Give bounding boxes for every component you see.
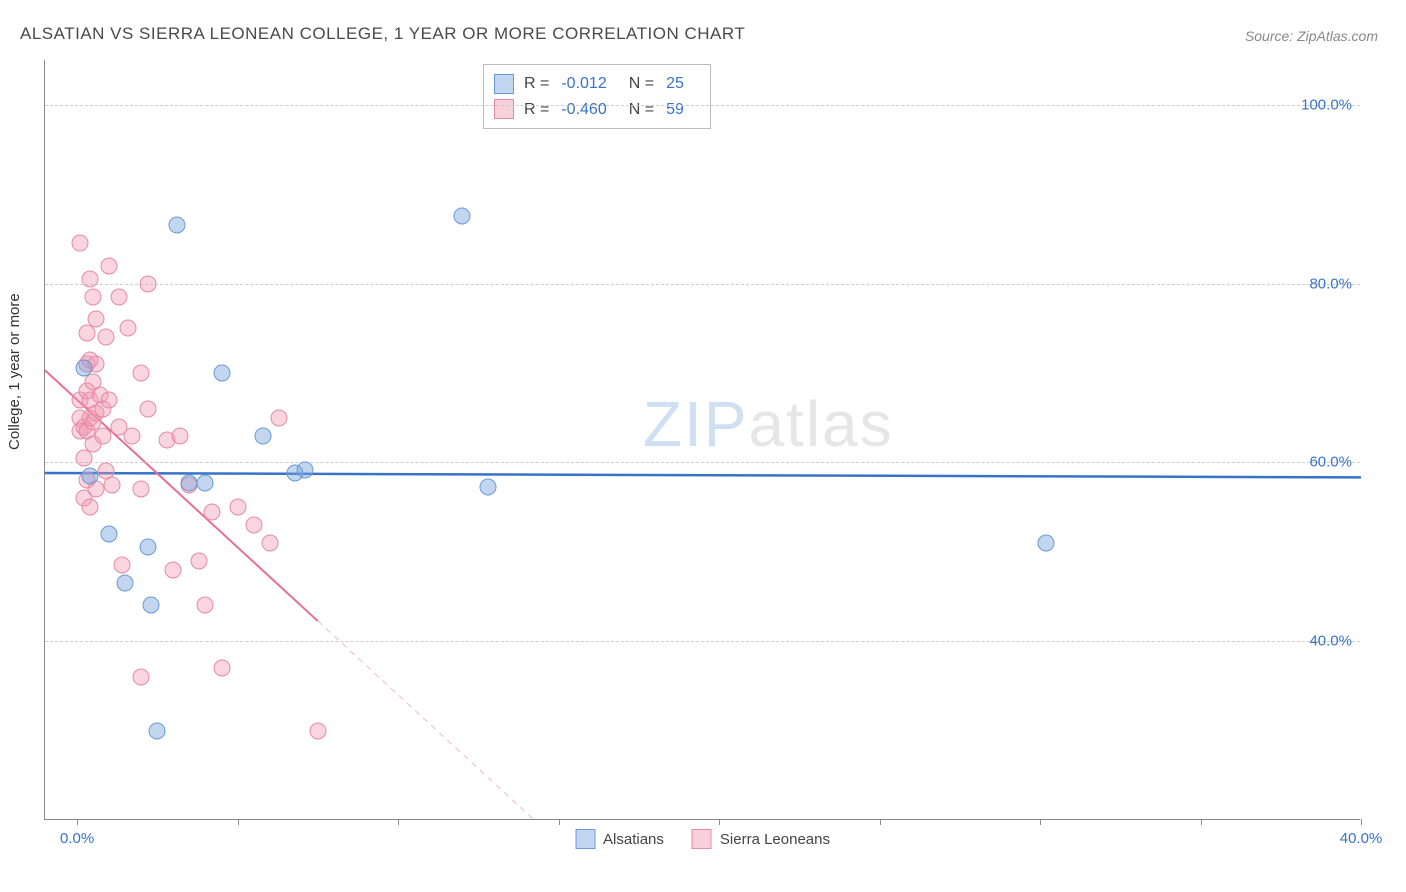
- data-point: [139, 539, 156, 556]
- data-point: [213, 660, 230, 677]
- source-link[interactable]: ZipAtlas.com: [1297, 28, 1378, 44]
- data-point: [296, 461, 313, 478]
- gridline-h: [45, 105, 1360, 106]
- data-point: [72, 235, 89, 252]
- data-point: [454, 208, 471, 225]
- y-tick-label: 60.0%: [1309, 454, 1352, 471]
- gridline-h: [45, 641, 1360, 642]
- y-tick-label: 40.0%: [1309, 633, 1352, 650]
- scatter-plot-area: ZIPatlas R = -0.012 N = 25 R = -0.460 N …: [44, 60, 1360, 820]
- swatch-pink: [494, 99, 514, 119]
- legend-label-pink: Sierra Leoneans: [720, 831, 830, 848]
- data-point: [101, 391, 118, 408]
- data-point: [142, 597, 159, 614]
- legend-row-pink: R = -0.460 N = 59: [494, 97, 696, 123]
- watermark-atlas: atlas: [748, 388, 893, 460]
- n-value-pink: 59: [666, 97, 684, 123]
- data-point: [133, 364, 150, 381]
- data-point: [213, 364, 230, 381]
- data-point: [94, 427, 111, 444]
- data-point: [191, 552, 208, 569]
- x-tick: [719, 819, 720, 825]
- source-prefix: Source:: [1245, 28, 1297, 44]
- n-label: N =: [629, 97, 654, 123]
- y-axis-label: College, 1 year or more: [6, 293, 23, 450]
- x-tick: [238, 819, 239, 825]
- data-point: [229, 499, 246, 516]
- r-label: R =: [524, 97, 549, 123]
- x-tick: [1201, 819, 1202, 825]
- x-tick: [880, 819, 881, 825]
- data-point: [101, 257, 118, 274]
- correlation-legend: R = -0.012 N = 25 R = -0.460 N = 59: [483, 64, 711, 129]
- data-point: [149, 722, 166, 739]
- gridline-h: [45, 462, 1360, 463]
- watermark: ZIPatlas: [643, 387, 894, 461]
- trend-lines-svg: [45, 60, 1361, 820]
- data-point: [171, 427, 188, 444]
- data-point: [245, 516, 262, 533]
- legend-label-blue: Alsatians: [603, 831, 664, 848]
- data-point: [181, 474, 198, 491]
- x-tick: [398, 819, 399, 825]
- legend-item-blue: Alsatians: [575, 829, 664, 849]
- data-point: [114, 557, 131, 574]
- n-label: N =: [629, 71, 654, 97]
- source-attribution: Source: ZipAtlas.com: [1245, 28, 1378, 44]
- data-point: [139, 275, 156, 292]
- data-point: [165, 561, 182, 578]
- data-point: [139, 400, 156, 417]
- data-point: [271, 409, 288, 426]
- n-value-blue: 25: [666, 71, 684, 97]
- data-point: [133, 668, 150, 685]
- swatch-blue: [575, 829, 595, 849]
- r-label: R =: [524, 71, 549, 97]
- data-point: [120, 320, 137, 337]
- x-tick: [1361, 819, 1362, 825]
- data-point: [101, 525, 118, 542]
- watermark-zip: ZIP: [643, 388, 749, 460]
- data-point: [104, 476, 121, 493]
- swatch-blue: [494, 74, 514, 94]
- data-point: [309, 722, 326, 739]
- x-tick: [559, 819, 560, 825]
- legend-item-pink: Sierra Leoneans: [692, 829, 830, 849]
- data-point: [133, 481, 150, 498]
- data-point: [203, 503, 220, 520]
- swatch-pink: [692, 829, 712, 849]
- x-tick-label: 40.0%: [1340, 830, 1383, 847]
- data-point: [117, 575, 134, 592]
- data-point: [75, 360, 92, 377]
- data-point: [261, 534, 278, 551]
- series-legend: Alsatians Sierra Leoneans: [575, 829, 830, 849]
- legend-row-blue: R = -0.012 N = 25: [494, 71, 696, 97]
- y-tick-label: 80.0%: [1309, 275, 1352, 292]
- r-value-pink: -0.460: [561, 97, 606, 123]
- data-point: [110, 288, 127, 305]
- data-point: [197, 474, 214, 491]
- r-value-blue: -0.012: [561, 71, 606, 97]
- data-point: [88, 311, 105, 328]
- data-point: [97, 329, 114, 346]
- data-point: [168, 217, 185, 234]
- data-point: [85, 288, 102, 305]
- chart-title: ALSATIAN VS SIERRA LEONEAN COLLEGE, 1 YE…: [20, 24, 745, 44]
- data-point: [1038, 534, 1055, 551]
- data-point: [81, 271, 98, 288]
- data-point: [479, 479, 496, 496]
- x-tick-label: 0.0%: [60, 830, 94, 847]
- data-point: [255, 427, 272, 444]
- data-point: [81, 499, 98, 516]
- gridline-h: [45, 284, 1360, 285]
- data-point: [123, 427, 140, 444]
- data-point: [197, 597, 214, 614]
- data-point: [81, 467, 98, 484]
- x-tick: [77, 819, 78, 825]
- y-tick-label: 100.0%: [1301, 96, 1352, 113]
- x-tick: [1040, 819, 1041, 825]
